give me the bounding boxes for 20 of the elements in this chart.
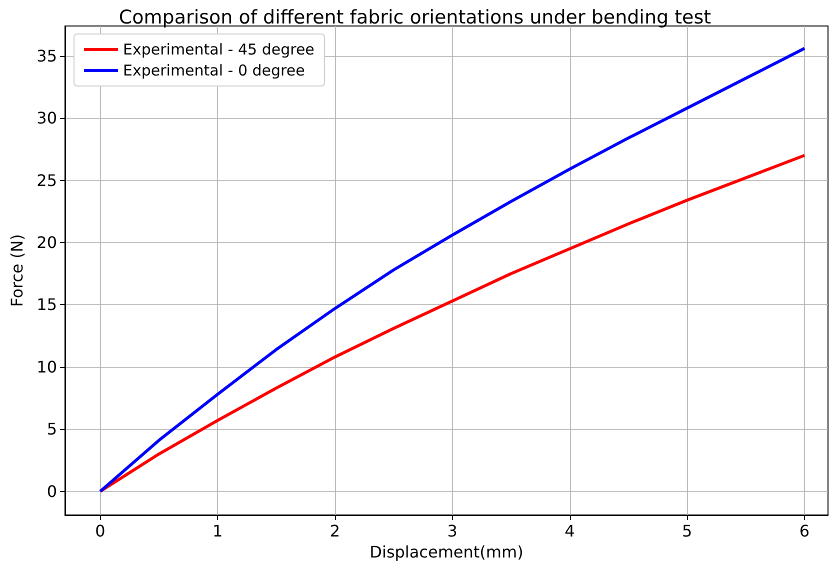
- x-tick-label: 5: [682, 522, 692, 540]
- y-tick-label: 10: [36, 357, 57, 376]
- y-tick-label: 15: [36, 295, 57, 314]
- y-tick-label: 0: [46, 482, 57, 501]
- y-tick-label: 30: [36, 108, 57, 128]
- x-tick-label: 2: [330, 522, 340, 540]
- x-tick-label: 0: [95, 522, 106, 540]
- x-tick-label: 3: [447, 522, 458, 540]
- y-axis-title: Force (N): [8, 234, 26, 307]
- x-tick-label: 1: [212, 522, 223, 540]
- y-tick-label: 35: [36, 46, 57, 66]
- y-tick-label: 25: [36, 170, 57, 190]
- x-axis-title: Displacement(mm): [370, 542, 524, 562]
- legend-label: Experimental - 0 degree: [123, 62, 305, 80]
- y-tick-label: 20: [36, 233, 57, 252]
- x-tick-label: 4: [564, 522, 575, 540]
- x-tick-label: 6: [799, 522, 810, 540]
- chart-title: Comparison of different fabric orientations under bending test: [118, 6, 712, 28]
- legend-label: Experimental - 45 degree: [123, 40, 314, 58]
- y-tick-label: 5: [46, 420, 57, 439]
